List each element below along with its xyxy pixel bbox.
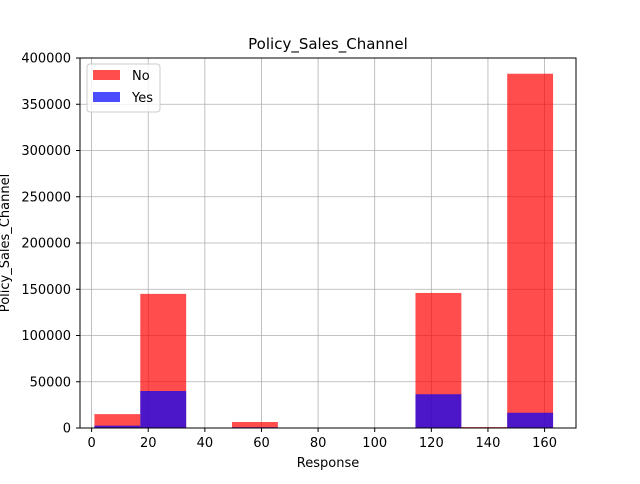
bar-no: [507, 74, 553, 428]
x-tick-label: 120: [419, 436, 444, 451]
x-tick-label: 80: [310, 436, 327, 451]
x-tick-label: 100: [362, 436, 387, 451]
y-tick-label: 300000: [21, 144, 71, 159]
legend-label-no: No: [132, 69, 150, 84]
x-tick-label: 60: [253, 436, 270, 451]
y-axis-label: Policy_Sales_Channel: [0, 174, 13, 312]
bar-yes: [415, 394, 461, 428]
y-tick-label: 50000: [30, 375, 71, 390]
y-tick-label: 400000: [21, 52, 71, 67]
legend: No Yes: [87, 64, 160, 112]
x-tick-label: 160: [532, 436, 557, 451]
bar-no: [232, 422, 278, 428]
legend-swatch-yes: [93, 92, 120, 102]
x-tick-label: 0: [87, 436, 95, 451]
y-tick-label: 0: [63, 422, 71, 437]
legend-label-yes: Yes: [131, 91, 153, 106]
y-tick-label: 350000: [21, 98, 71, 113]
x-tick-label: 140: [476, 436, 501, 451]
y-tick-label: 150000: [21, 283, 71, 298]
x-tick-label: 40: [197, 436, 214, 451]
bar-yes: [507, 413, 553, 428]
chart-title: Policy_Sales_Channel: [248, 35, 408, 54]
x-tick-label: 20: [140, 436, 157, 451]
legend-swatch-no: [93, 70, 120, 80]
y-tick-label: 250000: [21, 190, 71, 205]
y-tick-label: 100000: [21, 329, 71, 344]
bar-yes: [140, 391, 186, 428]
y-tick-label: 200000: [21, 237, 71, 252]
x-axis-label: Response: [297, 456, 359, 471]
